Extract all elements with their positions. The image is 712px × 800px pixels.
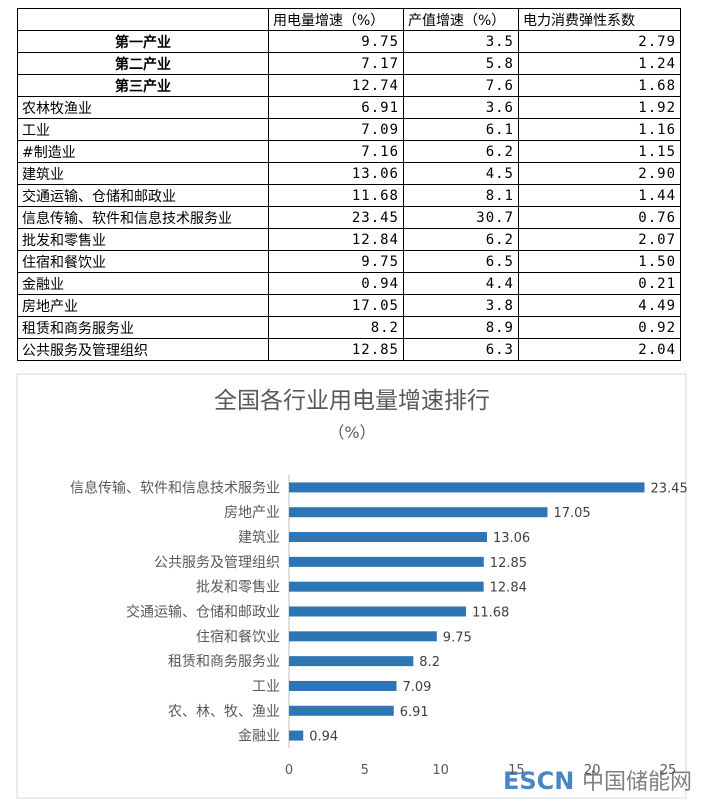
row-label: 公共服务及管理组织 [17,338,269,361]
bar [289,581,484,592]
cell: 2.79 [518,30,681,53]
value-label: 7.09 [402,680,431,695]
header-row: 用电量增速（%） 产值增速（%） 电力消费弹性系数 [17,8,681,31]
cell: 8.1 [403,184,519,207]
table-row: 公共服务及管理组织 12.85 6.3 2.04 [17,338,681,361]
value-label: 0.94 [309,730,338,745]
bar [289,482,645,493]
cell: 1.92 [518,96,681,119]
value-label: 8.2 [419,655,440,670]
y-tick-label: 住宿和餐饮业 [196,628,280,645]
row-label: 工业 [17,118,269,141]
cell: 1.50 [518,250,681,273]
cell: 7.09 [268,118,404,141]
table-row: 第三产业 12.74 7.6 1.68 [17,74,681,97]
cell: 2.07 [518,228,681,251]
header-cell: 用电量增速（%） [268,8,404,31]
cell: 6.2 [403,140,519,163]
row-label: 信息传输、软件和信息技术服务业 [17,206,269,229]
x-tick-label: 10 [432,763,449,778]
x-tick-label: 15 [508,763,525,778]
cell: 12.85 [268,338,404,361]
cell: 6.91 [268,96,404,119]
value-label: 6.91 [400,705,429,720]
y-tick-label: 建筑业 [238,530,280,546]
bar [289,680,397,691]
cell: 2.04 [518,338,681,361]
bar [289,532,487,543]
cell: 4.5 [403,162,519,185]
y-tick-label: 交通运输、仓储和邮政业 [126,604,280,621]
y-tick-label: 工业 [252,679,280,695]
y-tick-label: 租赁和商务服务业 [168,654,280,670]
row-label: #制造业 [17,140,269,163]
table-row: 第一产业 9.75 3.5 2.79 [17,30,681,53]
cell: 17.05 [268,294,404,317]
value-label: 11.68 [472,606,509,621]
value-label: 12.84 [490,581,527,596]
bar [289,705,394,716]
table-row: 住宿和餐饮业 9.75 6.5 1.50 [17,250,681,273]
y-tick-label: 金融业 [238,729,280,745]
x-tick-label: 5 [361,763,369,778]
cell: 6.1 [403,118,519,141]
y-tick-label: 批发和零售业 [196,580,280,596]
value-label: 23.45 [651,481,688,496]
chart-title: 全国各行业用电量增速排行 [214,388,490,414]
table-row: 信息传输、软件和信息技术服务业 23.45 30.7 0.76 [17,206,681,229]
bar [289,606,467,617]
bar [289,556,484,567]
table-row: #制造业 7.16 6.2 1.15 [17,140,681,163]
y-tick-label: 农、林、牧、渔业 [168,704,280,720]
x-tick-label: 0 [285,763,293,778]
row-label: 第三产业 [17,74,269,97]
bar [289,631,437,642]
value-label: 13.06 [493,531,530,546]
cell: 1.15 [518,140,681,163]
value-label: 17.05 [553,506,590,521]
chart-subtitle: （%） [328,423,375,442]
x-tick-label: 20 [584,763,601,778]
bar [289,730,304,741]
watermark-brand: ESCN [503,767,574,795]
table-row: 建筑业 13.06 4.5 2.90 [17,162,681,185]
value-label: 9.75 [443,630,472,645]
x-tick-label: 25 [660,763,677,778]
cell: 23.45 [268,206,404,229]
cell: 0.76 [518,206,681,229]
watermark-name: 中国储能网 [582,770,692,795]
cell: 0.21 [518,272,681,295]
table-row: 农林牧渔业 6.91 3.6 1.92 [17,96,681,119]
bar [289,656,414,667]
data-table: 用电量增速（%） 产值增速（%） 电力消费弹性系数 第一产业 9.75 3.5 2.7… [17,8,681,361]
bar [289,507,548,518]
cell: 6.3 [403,338,519,361]
value-label: 12.85 [490,556,527,571]
y-tick-label: 房地产业 [224,505,280,521]
table-row: 工业 7.09 6.1 1.16 [17,118,681,141]
cell: 9.75 [268,30,404,53]
y-tick-label: 公共服务及管理组织 [154,555,280,571]
cell: 2.90 [518,162,681,185]
cell: 0.92 [518,316,681,339]
y-tick-label: 信息传输、软件和信息技术服务业 [70,479,280,496]
